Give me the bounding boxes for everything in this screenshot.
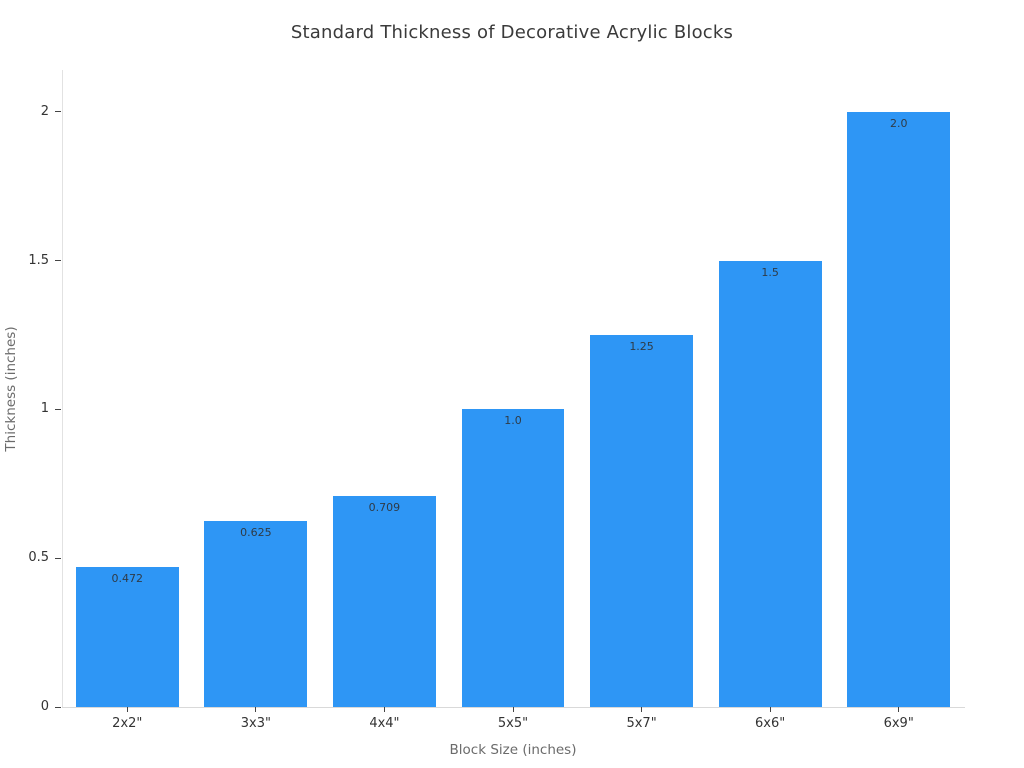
x-axis-title: Block Size (inches) — [449, 742, 577, 758]
x-tick-label: 6x6" — [755, 716, 786, 731]
bar — [590, 334, 693, 707]
bar — [75, 566, 179, 707]
y-tick-mark — [55, 408, 61, 410]
y-axis-line — [62, 70, 63, 707]
x-axis-line — [62, 707, 965, 708]
x-tick-label: 5x7" — [626, 716, 657, 731]
y-tick-label: 0 — [40, 699, 49, 714]
y-tick-label: 1.5 — [28, 252, 49, 268]
bar — [333, 495, 436, 707]
bar — [847, 111, 951, 707]
y-tick-label: 1 — [40, 401, 49, 417]
y-tick-mark — [55, 260, 61, 261]
bar — [718, 260, 822, 707]
x-tick-label: 6x9" — [883, 716, 914, 731]
y-tick-mark — [55, 557, 61, 559]
y-tick-label: 0.5 — [28, 550, 49, 566]
x-tick-label: 4x4" — [369, 716, 400, 731]
x-tick-label: 5x5" — [497, 716, 529, 731]
bar-value-label: 1.5 — [761, 265, 779, 279]
y-tick-label: 2 — [40, 103, 49, 119]
x-tick-mark — [769, 707, 771, 712]
bar — [204, 520, 308, 707]
y-tick-mark — [55, 706, 61, 708]
x-tick-mark — [255, 707, 257, 712]
chart-title: Standard Thickness of Decorative Acrylic… — [290, 22, 734, 43]
x-tick-mark — [641, 707, 643, 712]
x-tick-mark — [512, 707, 514, 712]
bar — [461, 409, 565, 707]
y-tick-mark — [55, 111, 61, 113]
bar-value-label: 0.625 — [240, 525, 272, 539]
bar-value-label: 2.0 — [889, 116, 908, 130]
x-tick-label: 3x3" — [240, 716, 271, 731]
plot-area: 0 0.5 1 1.5 2 0.472 2x2" 0.625 3x3" 0.709 4x4" 1.0 5… — [28, 70, 965, 731]
x-tick-mark — [126, 707, 128, 712]
bar-value-label: 1.0 — [504, 414, 522, 428]
x-tick-label: 2x2" — [112, 716, 143, 731]
x-tick-mark — [898, 707, 900, 712]
bar-value-label: 0.472 — [111, 571, 144, 585]
y-axis-title: Thickness (inches) — [3, 326, 19, 452]
bar-value-label: 1.25 — [629, 339, 654, 353]
bar-value-label: 0.709 — [368, 500, 401, 514]
x-tick-mark — [383, 707, 385, 712]
